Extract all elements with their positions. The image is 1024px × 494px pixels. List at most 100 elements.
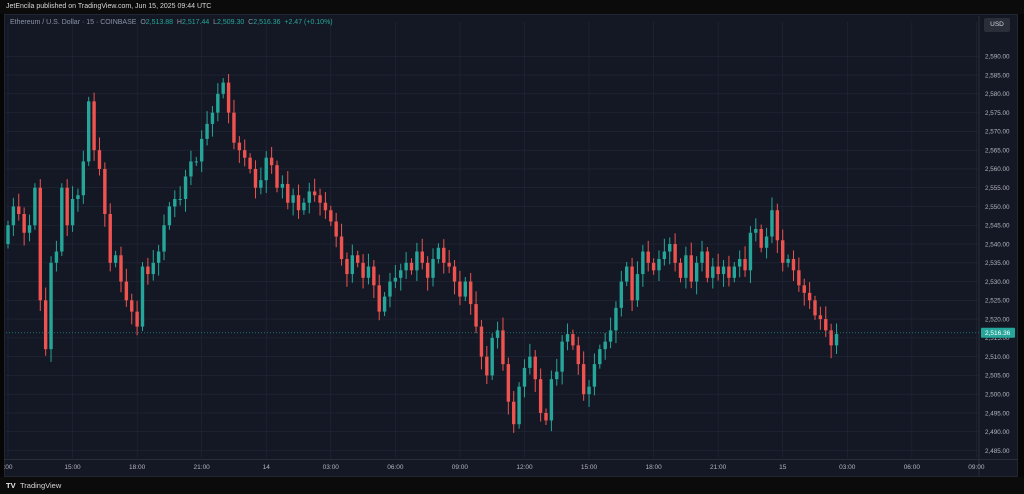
candle-body	[479, 326, 484, 357]
candle-body	[468, 281, 473, 305]
candle-body	[296, 195, 301, 211]
candle-body	[6, 225, 10, 245]
tradingview-logo: TV	[6, 481, 16, 490]
candle-body	[49, 262, 53, 350]
candle-body	[743, 259, 747, 271]
x-tick-label: 21:00	[194, 464, 211, 471]
candle-body	[350, 255, 355, 275]
candle-body	[571, 334, 575, 346]
candle-body	[727, 266, 731, 278]
candle-body	[312, 191, 317, 196]
candle-body	[302, 202, 306, 211]
y-tick-label: 2,590.00	[985, 54, 1010, 61]
candle-body	[269, 157, 274, 166]
candle-body	[641, 251, 645, 275]
x-tick-label: 09:00	[452, 464, 469, 471]
y-tick-label: 2,525.00	[985, 298, 1010, 305]
candle-body	[786, 259, 790, 263]
candle-body	[614, 307, 618, 331]
candle-body	[425, 262, 430, 278]
candle-body	[818, 315, 823, 320]
candle-body	[189, 161, 193, 177]
candle-body	[307, 191, 311, 203]
candle-body	[345, 259, 349, 275]
close-value: 2,516.36	[253, 19, 281, 26]
candle-body	[657, 259, 661, 271]
candle-body	[711, 266, 715, 278]
open-value: 2,513.88	[145, 19, 174, 26]
candle-body	[764, 236, 769, 248]
candle-body	[721, 266, 726, 275]
y-tick-label: 2,530.00	[985, 279, 1010, 286]
y-tick-label: 2,555.00	[985, 185, 1010, 192]
y-tick-label: 2,540.00	[985, 241, 1010, 248]
candle-body	[130, 300, 134, 312]
candle-body	[684, 255, 688, 278]
currency-button[interactable]: USD	[984, 18, 1010, 32]
candle-body	[754, 229, 758, 233]
candle-body	[119, 255, 123, 282]
candle-body	[162, 225, 166, 252]
candle-body	[323, 202, 328, 211]
y-tick-label: 2,495.00	[985, 410, 1010, 417]
last-price-label: 2,516.36	[985, 330, 1011, 337]
candle-body	[388, 281, 392, 297]
candle-body	[662, 251, 667, 260]
candle-body	[221, 82, 225, 94]
y-tick-label: 2,580.00	[985, 91, 1010, 98]
candle-body	[275, 165, 279, 188]
candle-body	[178, 198, 182, 200]
candle-body	[781, 240, 785, 263]
low-label: L	[213, 19, 218, 26]
candle-body	[113, 255, 118, 263]
candle-body	[210, 112, 215, 124]
time-axis: :00 15:00 18:00 21:00 14 03:00 06:00 09:00 12:00…	[3, 464, 984, 471]
y-tick-label: 2,485.00	[985, 448, 1010, 455]
candle-body	[458, 281, 462, 297]
candle-body	[549, 379, 554, 421]
chart-panel[interactable]	[4, 14, 1018, 477]
candle-body	[775, 210, 780, 241]
candle-body	[199, 138, 204, 162]
candle-body	[522, 367, 527, 387]
candle-body	[619, 281, 624, 308]
y-tick-label: 2,585.00	[985, 72, 1010, 79]
y-tick-label: 2,550.00	[985, 204, 1010, 211]
candle-body	[512, 401, 516, 425]
candle-body	[420, 251, 424, 263]
y-tick-label: 2,570.00	[985, 129, 1010, 136]
x-tick-label: 15:00	[64, 464, 81, 471]
candle-body	[248, 157, 252, 169]
candle-body	[334, 221, 338, 237]
candle-body	[404, 262, 408, 271]
y-tick-label: 2,520.00	[985, 316, 1010, 323]
candle-body	[291, 195, 295, 203]
candle-body	[694, 262, 699, 282]
candle-body	[592, 364, 597, 387]
candle-body	[372, 266, 376, 286]
candle-body	[264, 157, 268, 181]
candle-body	[65, 187, 69, 226]
candle-body	[813, 300, 817, 316]
x-tick-label: 06:00	[904, 464, 921, 471]
candle-body	[603, 341, 607, 350]
y-tick-label: 2,565.00	[985, 147, 1010, 154]
grid-lines	[4, 16, 1018, 476]
candle-body	[447, 262, 451, 267]
candle-body	[770, 210, 774, 237]
candle-body	[253, 168, 258, 188]
y-tick-label: 2,545.00	[985, 223, 1010, 230]
candle-body	[705, 251, 710, 278]
candle-body	[635, 274, 640, 301]
candle-body	[802, 285, 806, 293]
last-price-marker: 2,516.36	[6, 327, 1015, 338]
candle-body	[377, 285, 381, 312]
candle-body	[495, 330, 500, 338]
candle-body	[356, 255, 360, 263]
candle-body	[517, 386, 521, 425]
y-tick-label: 2,560.00	[985, 166, 1010, 173]
x-tick-label: 14	[263, 464, 271, 471]
high-label: H	[176, 19, 182, 26]
candle-body	[156, 251, 161, 263]
